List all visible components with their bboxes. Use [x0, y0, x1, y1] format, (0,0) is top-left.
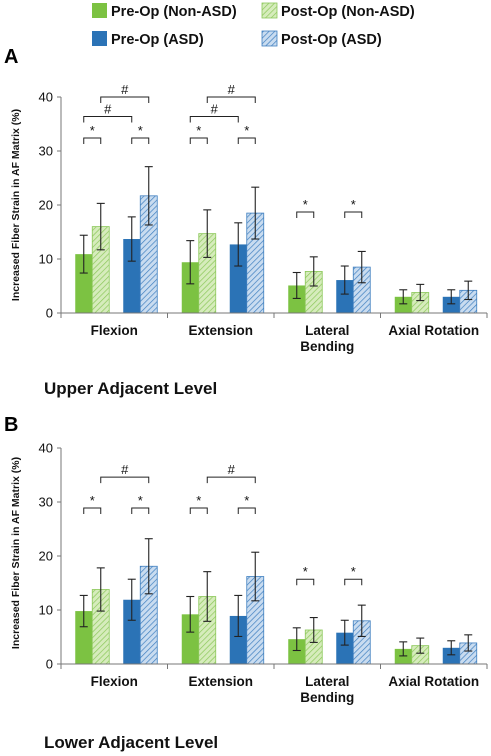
panel-b: B Increased Fiber Strain in AF Matrix (%…	[4, 414, 488, 752]
plot-area: 0 10 20 30 40 Flexion Extension Lateral Bending A…	[39, 441, 488, 705]
y-tick-label: 30	[39, 144, 53, 159]
significance-marker: *	[138, 493, 143, 508]
significance-marker: #	[104, 101, 112, 116]
legend-item-pre-op-non-asd: Pre-Op (Non-ASD)	[92, 3, 237, 20]
significance-marker: #	[211, 101, 219, 116]
x-tick-label-axial-rotation: Axial Rotation	[388, 323, 479, 338]
x-tick-label-lateral-bending: Lateral Bending	[300, 323, 354, 354]
legend-label-pre-op-asd: Pre-Op (ASD)	[111, 32, 204, 48]
y-tick-label: 10	[39, 252, 53, 267]
bar-pre-op-asd-extension	[229, 244, 247, 313]
bar-pre-op-non-asd-extension	[181, 614, 199, 664]
x-tick-label-flexion: Flexion	[91, 323, 138, 338]
significance-bracket	[237, 507, 256, 514]
panel-a: A Increased Fiber Strain in AF Matrix (%…	[4, 46, 488, 398]
y-tick-label: 20	[39, 198, 53, 213]
legend-swatch-pre-op-non-asd	[92, 3, 107, 18]
significance-bracket	[100, 476, 150, 484]
bar-pre-op-non-asd-flexion	[75, 611, 93, 664]
legend-item-post-op-non-asd: Post-Op (Non-ASD)	[261, 2, 415, 20]
significance-marker: *	[244, 123, 249, 138]
chart-title-lower-adjacent-level: Lower Adjacent Level	[44, 733, 218, 752]
y-axis-label: Increased Fiber Strain in AF Matrix (%)	[10, 457, 22, 649]
significance-marker: *	[303, 197, 308, 212]
panel-label-a: A	[4, 46, 18, 68]
bar-pre-op-non-asd-flexion	[75, 254, 93, 313]
legend-item-post-op-asd: Post-Op (ASD)	[261, 30, 382, 48]
bar-pre-op-asd-lateral-bending	[336, 280, 354, 313]
significance-marker: #	[121, 82, 129, 97]
significance-bracket	[131, 507, 150, 514]
significance-bracket	[296, 211, 315, 219]
significance-marker: *	[351, 197, 356, 212]
bar-pre-op-non-asd-extension	[181, 262, 199, 313]
legend-label-pre-op-non-asd: Pre-Op (Non-ASD)	[111, 4, 237, 20]
significance-marker: *	[138, 123, 143, 138]
y-tick-label: 20	[39, 549, 53, 564]
significance-bracket	[83, 507, 102, 514]
legend: Pre-Op (Non-ASD) Post-Op (Non-ASD) Pre-O…	[92, 2, 415, 48]
significance-bracket	[83, 137, 102, 145]
legend-swatch-post-op-non-asd	[261, 2, 278, 19]
x-tick-label-extension: Extension	[188, 674, 253, 689]
significance-marker: *	[90, 493, 95, 508]
x-tick-label-extension: Extension	[188, 323, 253, 338]
significance-marker: *	[244, 493, 249, 508]
legend-swatch-pre-op-asd	[92, 31, 107, 46]
x-tick-label-axial-rotation: Axial Rotation	[388, 674, 479, 689]
significance-bracket	[189, 115, 239, 123]
significance-marker: *	[196, 493, 201, 508]
plot-area: 0 10 20 30 40 Flexion Extension Lateral Bending A…	[39, 82, 488, 354]
legend-swatch-post-op-asd	[261, 30, 278, 47]
bar-pre-op-asd-lateral-bending	[336, 632, 354, 664]
y-tick-label: 40	[39, 441, 53, 456]
significance-marker: *	[196, 123, 201, 138]
y-axis-label: Increased Fiber Strain in AF Matrix (%)	[10, 109, 22, 301]
significance-bracket	[100, 96, 150, 103]
significance-bracket	[344, 211, 363, 219]
significance-marker: *	[303, 564, 308, 579]
significance-marker: *	[90, 123, 95, 138]
bar-pre-op-asd-axial-rotation	[442, 296, 460, 313]
y-tick-label: 0	[46, 657, 53, 672]
bar-pre-op-asd-flexion	[123, 599, 141, 664]
significance-bracket	[206, 476, 256, 484]
significance-marker: *	[351, 564, 356, 579]
significance-marker: #	[228, 462, 236, 477]
significance-bracket	[206, 96, 256, 103]
y-tick-label: 30	[39, 495, 53, 510]
legend-item-pre-op-asd: Pre-Op (ASD)	[92, 31, 204, 48]
significance-marker: #	[121, 462, 129, 477]
significance-bracket	[83, 115, 133, 123]
x-tick-label-lateral-bending: Lateral Bending	[300, 674, 354, 705]
significance-bracket	[237, 137, 256, 145]
chart-title-upper-adjacent-level: Upper Adjacent Level	[44, 379, 217, 398]
y-tick-label: 40	[39, 90, 53, 105]
significance-bracket	[296, 578, 315, 586]
bar-pre-op-asd-flexion	[123, 239, 141, 313]
legend-label-post-op-asd: Post-Op (ASD)	[281, 32, 382, 48]
legend-label-post-op-non-asd: Post-Op (Non-ASD)	[281, 4, 415, 20]
panel-label-b: B	[4, 414, 18, 436]
bar-pre-op-asd-axial-rotation	[442, 647, 460, 664]
bar-pre-op-non-asd-lateral-bending	[288, 639, 306, 664]
bar-pre-op-non-asd-axial-rotation	[394, 296, 412, 313]
bar-pre-op-non-asd-lateral-bending	[288, 285, 306, 313]
significance-bracket	[344, 578, 363, 586]
x-tick-label-flexion: Flexion	[91, 674, 138, 689]
significance-bracket	[189, 137, 208, 145]
significance-bracket	[189, 507, 208, 514]
significance-marker: #	[228, 82, 236, 97]
y-tick-label: 10	[39, 603, 53, 618]
bar-pre-op-asd-extension	[229, 615, 247, 664]
y-tick-label: 0	[46, 306, 53, 321]
significance-bracket	[131, 137, 150, 145]
